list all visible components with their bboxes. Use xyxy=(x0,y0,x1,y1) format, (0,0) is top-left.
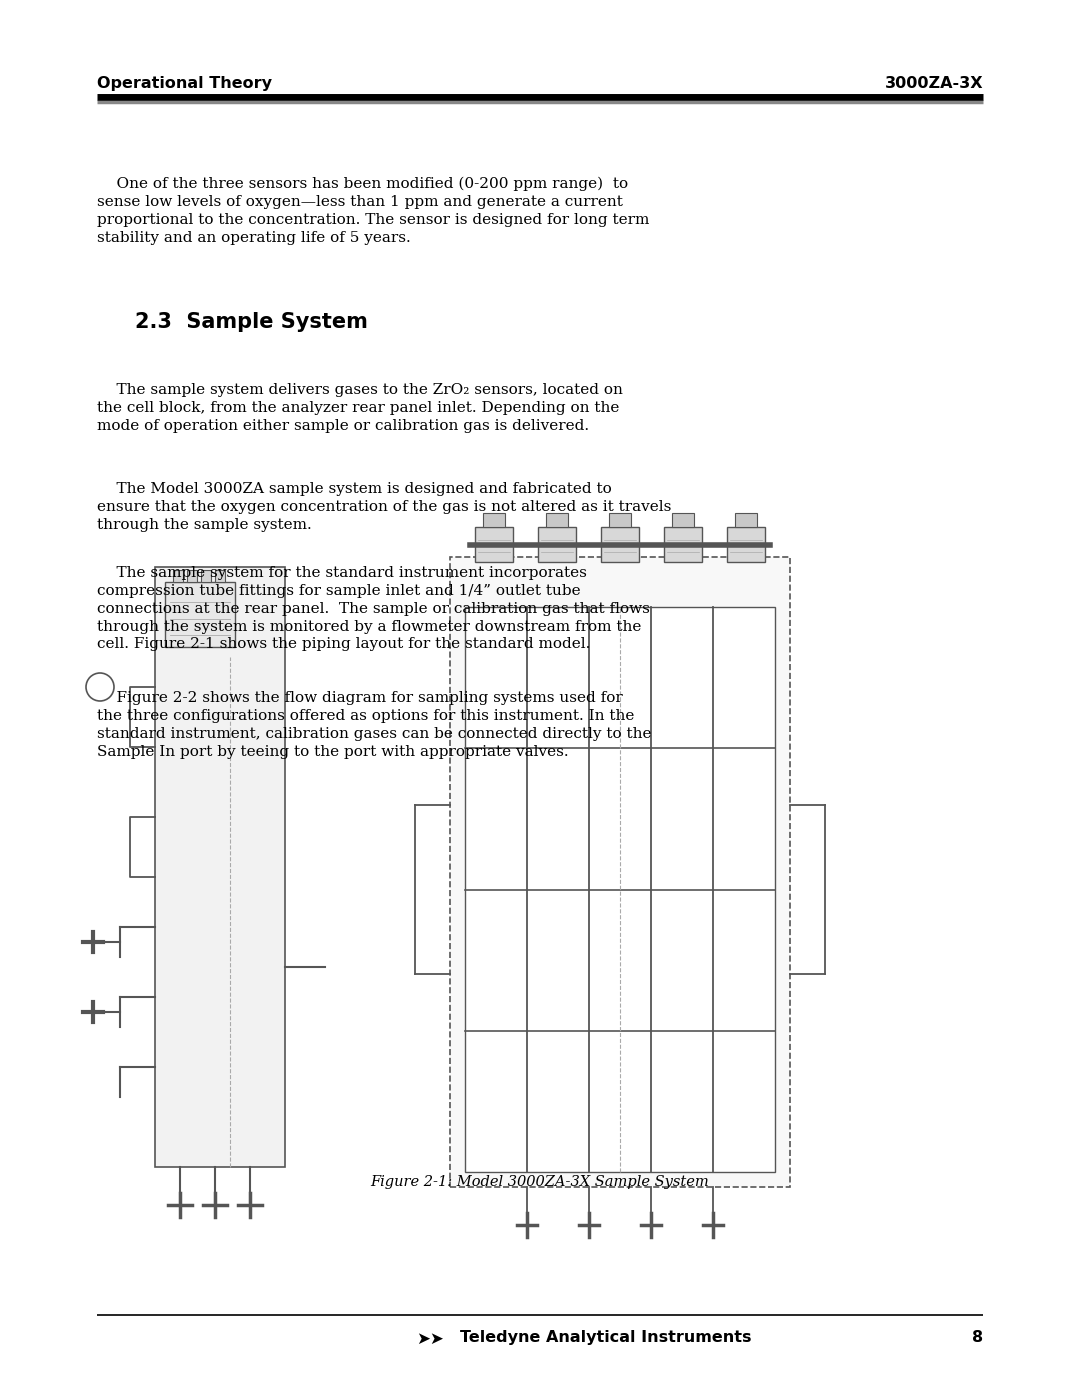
Text: Figure 2-1: Model 3000ZA-3X Sample System: Figure 2-1: Model 3000ZA-3X Sample Syste… xyxy=(370,1175,710,1189)
Bar xyxy=(215,570,225,583)
Bar xyxy=(165,583,235,647)
Text: 2.3  Sample System: 2.3 Sample System xyxy=(135,312,368,332)
Bar xyxy=(609,513,631,527)
Text: ➤➤: ➤➤ xyxy=(416,1330,444,1348)
Text: 3000ZA-3X: 3000ZA-3X xyxy=(885,75,983,91)
Bar xyxy=(450,557,789,1187)
Bar xyxy=(546,513,568,527)
Bar xyxy=(600,527,639,562)
Bar xyxy=(727,527,765,562)
Bar xyxy=(187,570,197,583)
Bar xyxy=(538,527,576,562)
Bar xyxy=(664,527,702,562)
Bar xyxy=(672,513,694,527)
Text: Operational Theory: Operational Theory xyxy=(97,75,272,91)
Bar xyxy=(201,570,211,583)
Bar xyxy=(483,513,505,527)
Text: 8: 8 xyxy=(972,1330,983,1345)
Bar xyxy=(173,570,183,583)
Text: Figure 2-2 shows the flow diagram for sampling systems used for
the three config: Figure 2-2 shows the flow diagram for sa… xyxy=(97,692,651,759)
Bar xyxy=(735,513,757,527)
Bar xyxy=(475,527,513,562)
Bar xyxy=(465,608,775,1172)
Bar xyxy=(156,567,285,1166)
Text: The sample system for the standard instrument incorporates
compression tube fitt: The sample system for the standard instr… xyxy=(97,566,650,651)
Text: The Model 3000ZA sample system is designed and fabricated to
ensure that the oxy: The Model 3000ZA sample system is design… xyxy=(97,482,672,532)
Text: One of the three sensors has been modified (0-200 ppm range)  to
sense low level: One of the three sensors has been modifi… xyxy=(97,177,649,244)
Text: The sample system delivers gases to the ZrO₂ sensors, located on
the cell block,: The sample system delivers gases to the … xyxy=(97,383,623,433)
Text: Teledyne Analytical Instruments: Teledyne Analytical Instruments xyxy=(460,1330,752,1345)
